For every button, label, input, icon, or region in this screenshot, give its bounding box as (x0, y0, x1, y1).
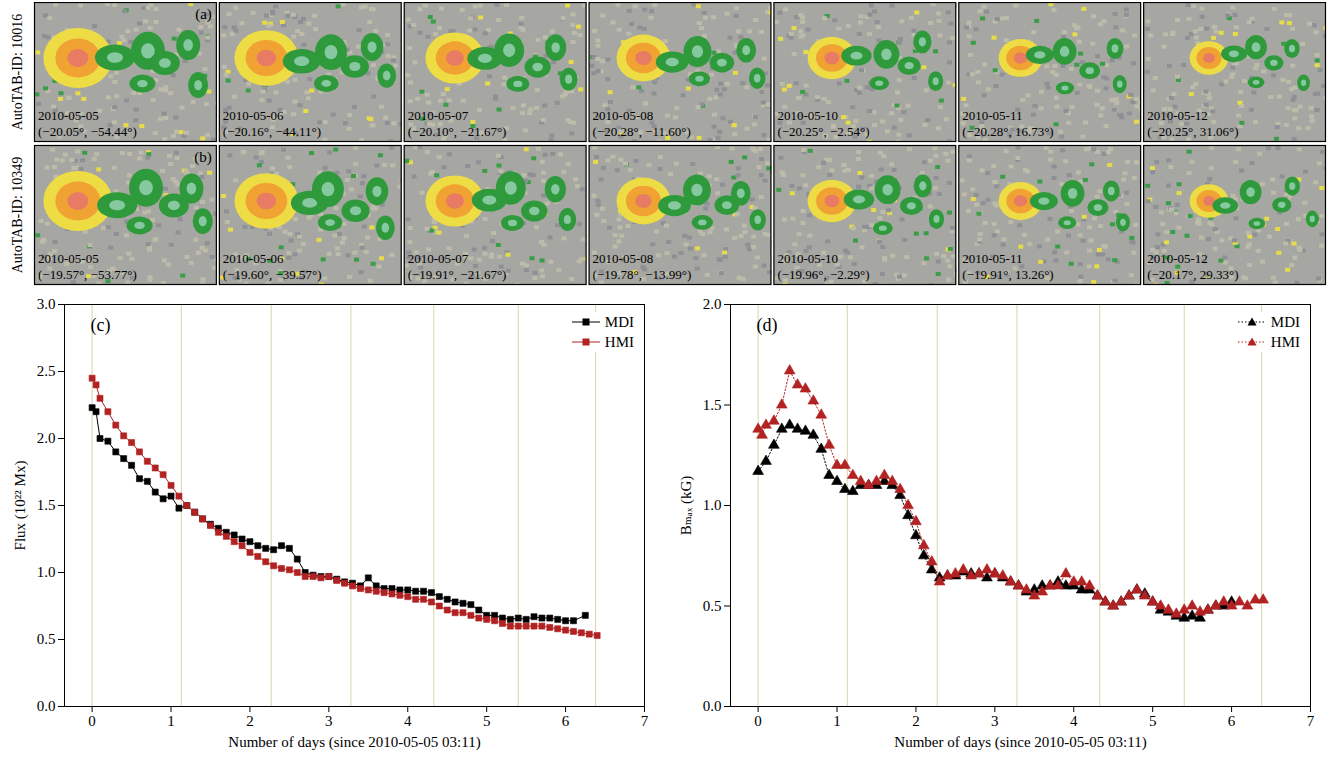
svg-text:1.5: 1.5 (703, 397, 722, 413)
svg-text:2.5: 2.5 (37, 363, 56, 379)
svg-text:2010-05-12: 2010-05-12 (1147, 108, 1208, 123)
html-text:MDI: MDI (1270, 314, 1300, 330)
svg-text:0.5: 0.5 (37, 631, 56, 647)
svg-text:1: 1 (167, 713, 175, 729)
svg-text:(−19.78°, −13.99°): (−19.78°, −13.99°) (593, 267, 692, 282)
svg-text:1.5: 1.5 (37, 497, 56, 513)
svg-text:2010-05-10: 2010-05-10 (777, 251, 838, 266)
svg-text:0.5: 0.5 (703, 598, 722, 614)
svg-text:2.0: 2.0 (37, 430, 56, 446)
svg-text:4: 4 (1070, 713, 1078, 729)
svg-text:0.0: 0.0 (37, 698, 56, 714)
svg-text:AutoTAB-ID: 10349: AutoTAB-ID: 10349 (10, 157, 25, 274)
svg-text:3: 3 (991, 713, 999, 729)
svg-text:2010-05-08: 2010-05-08 (593, 108, 654, 123)
svg-text:0: 0 (88, 713, 96, 729)
svg-text:7: 7 (1307, 713, 1315, 729)
svg-text:2010-05-11: 2010-05-11 (962, 251, 1022, 266)
svg-text:(b): (b) (194, 149, 212, 166)
html-text:HMI: HMI (1270, 334, 1300, 350)
svg-text:Flux (10²² Mx): Flux (10²² Mx) (12, 461, 29, 551)
svg-text:(−20.05°, −54.44°): (−20.05°, −54.44°) (38, 124, 137, 139)
svg-text:2010-05-10: 2010-05-10 (777, 108, 838, 123)
svg-text:(−20.28°, −11.60°): (−20.28°, −11.60°) (593, 124, 691, 139)
svg-text:Number of days (since 2010-05-: Number of days (since 2010-05-05 03:11) (228, 734, 480, 751)
svg-text:6: 6 (562, 713, 570, 729)
svg-text:2010-05-11: 2010-05-11 (962, 108, 1022, 123)
svg-text:(−20.16°, −44.11°): (−20.16°, −44.11°) (223, 124, 321, 139)
svg-text:(−19.91°, 13.26°): (−19.91°, 13.26°) (962, 267, 1053, 282)
svg-text:2: 2 (246, 713, 254, 729)
svg-text:(−20.10°, −21.67°): (−20.10°, −21.67°) (408, 124, 507, 139)
svg-text:2010-05-12: 2010-05-12 (1147, 251, 1208, 266)
svg-text:5: 5 (1149, 713, 1157, 729)
svg-text:1: 1 (833, 713, 841, 729)
svg-text:2010-05-05: 2010-05-05 (38, 108, 99, 123)
svg-text:2010-05-07: 2010-05-07 (408, 251, 469, 266)
svg-text:2010-05-08: 2010-05-08 (593, 251, 654, 266)
svg-text:(−20.25°, 31.06°): (−20.25°, 31.06°) (1147, 124, 1238, 139)
svg-text:2010-05-05: 2010-05-05 (38, 251, 99, 266)
html-text:MDI: MDI (604, 314, 634, 330)
svg-text:4: 4 (404, 713, 412, 729)
svg-text:3.0: 3.0 (37, 296, 56, 312)
svg-text:0.0: 0.0 (703, 698, 722, 714)
svg-text:2010-05-06: 2010-05-06 (223, 251, 284, 266)
svg-text:0: 0 (754, 713, 762, 729)
svg-text:Number of days (since 2010-05-: Number of days (since 2010-05-05 03:11) (894, 734, 1146, 751)
svg-text:1.0: 1.0 (703, 497, 722, 513)
svg-text:3: 3 (325, 713, 333, 729)
svg-text:(−20.28°, 16.73°): (−20.28°, 16.73°) (962, 124, 1053, 139)
svg-text:AutoTAB-ID: 10016: AutoTAB-ID: 10016 (10, 14, 25, 131)
svg-text:(−20.25°, −2.54°): (−20.25°, −2.54°) (777, 124, 869, 139)
svg-text:(−19.60°, −39.57°): (−19.60°, −39.57°) (223, 267, 322, 282)
svg-text:7: 7 (641, 713, 649, 729)
svg-text:(d): (d) (757, 315, 778, 336)
svg-text:(−19.57°, −53.77°): (−19.57°, −53.77°) (38, 267, 137, 282)
svg-text:2010-05-06: 2010-05-06 (223, 108, 284, 123)
svg-text:1.0: 1.0 (37, 564, 56, 580)
svg-text:6: 6 (1228, 713, 1236, 729)
svg-text:(c): (c) (91, 315, 111, 336)
svg-text:(a): (a) (195, 6, 212, 23)
svg-text:Bₘₐₓ (kG): Bₘₐₓ (kG) (678, 476, 695, 536)
svg-text:(−19.91°, −21.67°): (−19.91°, −21.67°) (408, 267, 507, 282)
svg-text:2010-05-07: 2010-05-07 (408, 108, 469, 123)
html-text:HMI: HMI (604, 334, 634, 350)
svg-text:5: 5 (483, 713, 491, 729)
svg-text:(−20.17°, 29.33°): (−20.17°, 29.33°) (1147, 267, 1238, 282)
svg-text:(−19.96°, −2.29°): (−19.96°, −2.29°) (777, 267, 869, 282)
svg-text:2: 2 (912, 713, 920, 729)
svg-text:2.0: 2.0 (703, 296, 722, 312)
